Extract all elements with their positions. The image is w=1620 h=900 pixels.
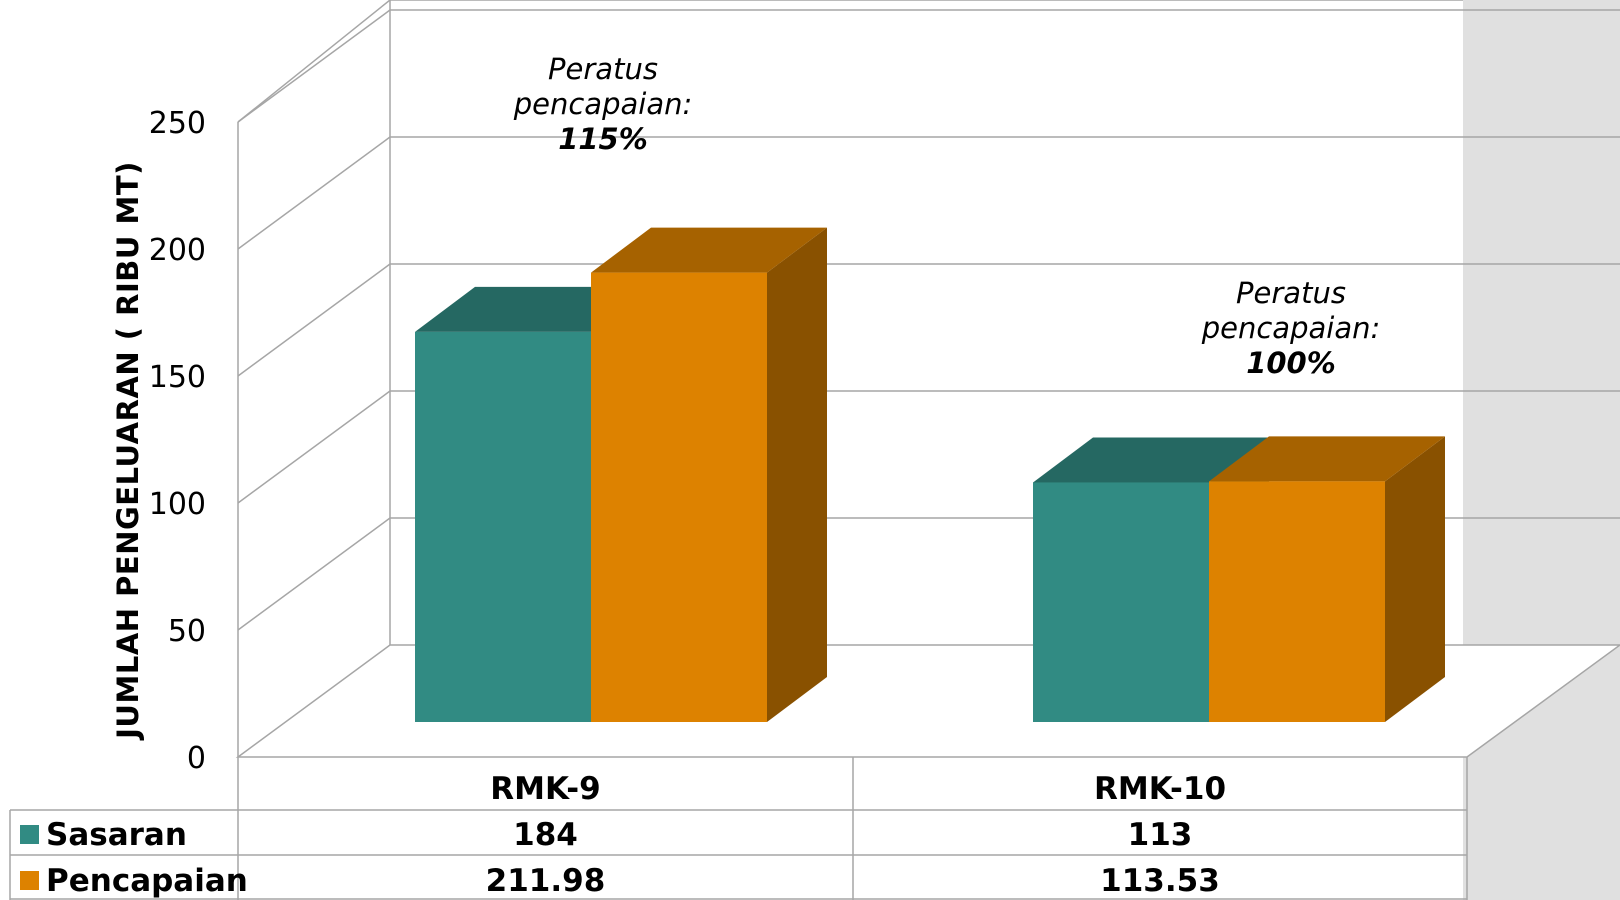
gridline-side [237,517,391,631]
bar-sasaran-rmk-9 [415,331,591,722]
annotation-line1: Peratus [1236,276,1346,310]
annotation-line2: pencapaian: [1201,311,1381,345]
y-tick-label: 200 [149,233,206,268]
bar-side [767,227,827,722]
x-tick-label: RMK-10 [1094,771,1226,807]
legend-swatch-sasaran [20,825,39,844]
annotation-line1: Peratus [548,52,658,86]
y-tick-label: 50 [168,614,206,649]
annotation-value: 115% [558,122,648,156]
y-axis-label: JUMLAH PENGELUARAN ( RIBU MT) [111,161,145,741]
gridline-side [237,263,391,377]
annotation-value: 100% [1246,346,1336,380]
data-table: RMK-9 RMK-10 Sasaran 184 113 Pencapaian 211.98… [9,757,1468,900]
bar-top [1033,437,1269,483]
gridline-side [237,136,391,250]
legend-swatch-pencapaian [20,871,39,890]
bar-side [1385,436,1445,722]
bar-top [591,227,827,273]
y-tick-label: 250 [149,106,206,141]
annotation-line2: pencapaian: [513,87,693,121]
table-cell-value: 211.98 [486,863,606,899]
side-panel [1463,0,1620,900]
legend-label: Sasaran [46,817,187,853]
y-axis-ticks: 0 50 100 150 200 250 [149,106,206,776]
annotations: Peratuspencapaian:115%Peratuspencapaian:… [513,52,1381,380]
table-cell-value: 184 [513,817,578,853]
gridline-side [237,9,391,123]
y-tick-label: 100 [149,487,206,522]
bar-sasaran-rmk-10 [1033,482,1209,722]
gridline-side [237,390,391,504]
bar-pencapaian-rmk-10 [1209,481,1385,722]
y-tick-label: 0 [187,741,206,776]
legend-label: Pencapaian [46,863,248,899]
side-wall-top-edge [237,0,391,123]
bar-pencapaian-rmk-9 [591,272,767,722]
bars [415,227,1445,722]
y-tick-label: 150 [149,360,206,395]
table-cell-value: 113.53 [1100,863,1220,899]
table-cell-value: 113 [1128,817,1193,853]
x-tick-label: RMK-9 [490,771,600,807]
bar-top [1209,436,1445,482]
